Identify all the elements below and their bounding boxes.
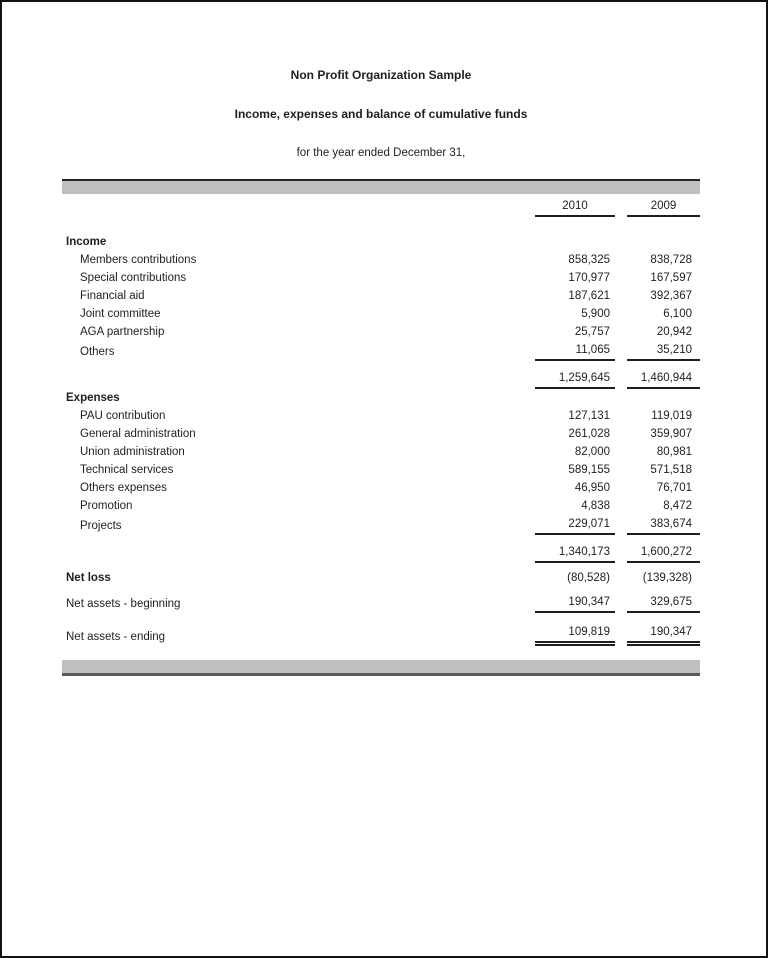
- statement-body: Non Profit Organization Sample Income, e…: [62, 68, 700, 676]
- expenses-total-row: 1,340,173 1,600,272: [62, 543, 700, 563]
- total-2010: 1,340,173: [535, 543, 615, 563]
- value-2009: 20,942: [656, 326, 692, 338]
- value-2009: 571,518: [650, 464, 692, 476]
- row-label: Others expenses: [80, 482, 167, 494]
- value-2009: 392,367: [650, 290, 692, 302]
- value-2009: 76,701: [656, 482, 692, 494]
- value-2010: 187,621: [568, 290, 610, 302]
- table-row: General administration 261,028 359,907: [62, 425, 700, 443]
- value-2009: 329,675: [627, 593, 700, 613]
- value-2009: 167,597: [650, 272, 692, 284]
- bottom-gray-band: [62, 660, 700, 676]
- row-label: Net assets - beginning: [66, 598, 181, 610]
- table-row: Joint committee 5,900 6,100: [62, 305, 700, 323]
- net-assets-beginning-row: Net assets - beginning 190,347 329,675: [62, 593, 700, 613]
- table-row: Union administration 82,000 80,981: [62, 443, 700, 461]
- row-label: Members contributions: [80, 254, 197, 266]
- value-2009: 359,907: [650, 428, 692, 440]
- value-2009: (139,328): [642, 572, 692, 584]
- table-row: Special contributions 170,977 167,597: [62, 269, 700, 287]
- value-2010: 170,977: [568, 272, 610, 284]
- net-loss-row: Net loss (80,528) (139,328): [62, 569, 700, 587]
- value-2010: 82,000: [574, 446, 610, 458]
- income-total-row: 1,259,645 1,460,944: [62, 369, 700, 389]
- value-2010: 46,950: [574, 482, 610, 494]
- value-2009: 8,472: [663, 500, 692, 512]
- value-2010: 25,757: [574, 326, 610, 338]
- section-heading-expenses: Expenses: [62, 389, 700, 407]
- column-header-2009: 2009: [627, 197, 700, 217]
- value-2009: 383,674: [627, 515, 700, 535]
- row-label: General administration: [80, 428, 196, 440]
- period-line: for the year ended December 31,: [296, 147, 466, 159]
- row-label: AGA partnership: [80, 326, 165, 338]
- table-row: Technical services 589,155 571,518: [62, 461, 700, 479]
- table-row: Others 11,065 35,210: [62, 341, 700, 361]
- section-label: Income: [66, 236, 107, 248]
- table-row: PAU contribution 127,131 119,019: [62, 407, 700, 425]
- value-2009: 119,019: [651, 410, 692, 422]
- total-2009: 1,460,944: [627, 369, 700, 389]
- column-header-row: 2010 2009: [62, 197, 700, 217]
- value-2009: 35,210: [627, 341, 700, 361]
- section-heading-income: Income: [62, 233, 700, 251]
- total-2009: 1,600,272: [627, 543, 700, 563]
- value-2010: 127,131: [568, 410, 610, 422]
- table-row: Financial aid 187,621 392,367: [62, 287, 700, 305]
- row-label: Joint committee: [80, 308, 161, 320]
- statement-title: Income, expenses and balance of cumulati…: [234, 107, 528, 121]
- table-row: AGA partnership 25,757 20,942: [62, 323, 700, 341]
- org-title: Non Profit Organization Sample: [290, 68, 472, 82]
- row-label: Financial aid: [80, 290, 145, 302]
- top-gray-band: [62, 179, 700, 194]
- row-label: Net loss: [66, 572, 111, 584]
- row-label: Net assets - ending: [66, 631, 166, 643]
- table-row: Members contributions 858,325 838,728: [62, 251, 700, 269]
- table-row: Projects 229,071 383,674: [62, 515, 700, 535]
- value-2009: 190,347: [627, 623, 700, 646]
- section-label: Expenses: [66, 392, 120, 404]
- value-2010: 5,900: [581, 308, 610, 320]
- row-label: Technical services: [80, 464, 174, 476]
- value-2009: 838,728: [650, 254, 692, 266]
- value-2010: 589,155: [568, 464, 610, 476]
- value-2010: 190,347: [535, 593, 615, 613]
- value-2010: 4,838: [581, 500, 610, 512]
- table-row: Promotion 4,838 8,472: [62, 497, 700, 515]
- value-2010: 11,065: [535, 341, 615, 361]
- value-2009: 80,981: [656, 446, 692, 458]
- row-label: Union administration: [80, 446, 185, 458]
- row-label: Projects: [80, 520, 122, 532]
- value-2010: 261,028: [568, 428, 610, 440]
- value-2010: 229,071: [535, 515, 615, 535]
- net-assets-ending-row: Net assets - ending 109,819 190,347: [62, 623, 700, 646]
- table-row: Others expenses 46,950 76,701: [62, 479, 700, 497]
- row-label: PAU contribution: [80, 410, 166, 422]
- value-2010: 109,819: [535, 623, 615, 646]
- row-label: Others: [80, 346, 115, 358]
- value-2010: 858,325: [568, 254, 610, 266]
- column-header-2010: 2010: [535, 197, 615, 217]
- row-label: Promotion: [80, 500, 133, 512]
- total-2010: 1,259,645: [535, 369, 615, 389]
- row-label: Special contributions: [80, 272, 187, 284]
- value-2009: 6,100: [663, 308, 692, 320]
- value-2010: (80,528): [567, 572, 610, 584]
